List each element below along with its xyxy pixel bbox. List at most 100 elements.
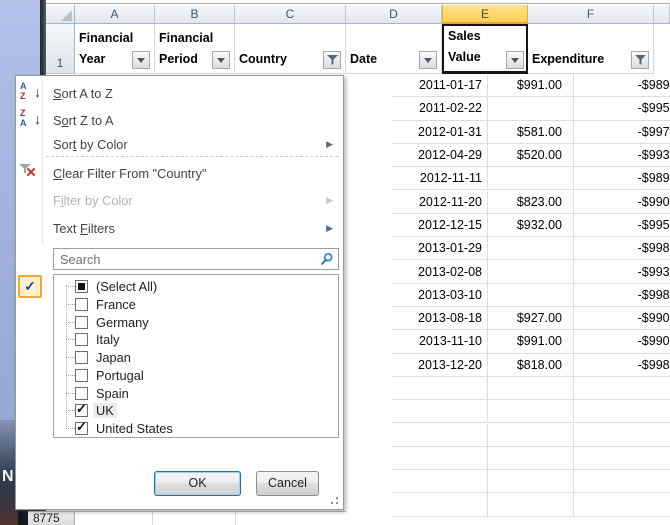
column-header-A[interactable]: A [75,5,155,24]
cell-F19[interactable] [574,470,670,492]
header-cell-E1[interactable]: Sales Value [442,24,528,74]
row-header-1[interactable]: 1 [46,24,75,74]
cell-D15[interactable] [392,376,488,400]
cell-E12[interactable]: $927.00 [488,307,574,330]
search-input[interactable] [58,250,308,268]
select-all-corner[interactable] [46,5,75,24]
filter-value-germany[interactable]: Germany [54,313,338,331]
cell-F3[interactable]: -$995.00 [574,97,670,119]
cell-D9[interactable]: 2013-01-29 [392,237,488,260]
cell-F6[interactable]: -$989.00 [574,167,670,189]
cell-F9[interactable]: -$998.00 [574,237,670,259]
cell-F4[interactable]: -$997.00 [574,121,670,143]
filter-dropdown-button-A[interactable] [132,51,150,69]
cell-E3[interactable] [488,97,574,120]
menu-item-sort-a-to-z[interactable]: A Z ↓ Sort A to Z [16,81,343,105]
column-header-B[interactable]: B [155,5,235,24]
cell-D8[interactable]: 2012-12-15 [392,213,488,237]
menu-item-sort-z-to-a[interactable]: Z A ↓ Sort Z to A [16,108,343,132]
filter-value-italy[interactable]: Italy [54,331,338,349]
cell-F18[interactable] [574,447,670,469]
cell-D18[interactable] [392,446,488,470]
cell-D20[interactable] [392,493,488,516]
cell-F14[interactable]: -$998.00 [574,354,670,376]
cell-E6[interactable] [488,167,574,190]
cell-D13[interactable]: 2013-11-10 [392,330,488,353]
filter-dropdown-button-B[interactable] [212,51,230,69]
cell-D16[interactable] [392,400,488,423]
cell-F13[interactable]: -$990.00 [574,330,670,352]
search-icon[interactable] [320,252,334,267]
resize-grip[interactable] [330,497,340,506]
cell-F16[interactable] [574,400,670,422]
cell-D2[interactable]: 2011-01-17 [392,74,488,97]
filter-value-united-states[interactable]: ✓ United States [54,418,338,437]
menu-item-text-filters[interactable]: Text Filters ▶ [16,216,343,240]
checkbox-unchecked[interactable] [75,315,88,329]
checkbox-unchecked[interactable] [75,298,88,312]
cell-F17[interactable] [574,424,670,446]
cell-E19[interactable] [488,470,574,493]
cell-E8[interactable]: $932.00 [488,213,574,237]
filter-value-spain[interactable]: Spain [54,384,338,402]
cell-E15[interactable] [488,376,574,400]
cell-D10[interactable]: 2013-02-08 [392,260,488,283]
cell-D6[interactable]: 2012-11-11 [392,167,488,190]
checkbox-checked[interactable]: ✓ [75,401,88,418]
checkbox-filled[interactable] [75,280,88,294]
cell-D12[interactable]: 2013-08-18 [392,307,488,330]
filter-value-japan[interactable]: Japan [54,349,338,367]
filter-applied-button-F[interactable] [631,51,649,69]
header-cell-F1[interactable]: Expenditure [528,24,654,74]
checkbox-unchecked[interactable] [75,333,88,347]
header-cell-A1[interactable]: Financial Year [75,24,155,74]
menu-item-sort-by-color[interactable]: Sort by Color ▶ [16,132,343,156]
cell-F2[interactable]: -$989.00 [574,74,670,96]
cell-E14[interactable]: $818.00 [488,353,574,376]
cell-E10[interactable] [488,260,574,283]
cell-F8[interactable]: -$995.00 [574,214,670,236]
filter-dropdown-button-E[interactable] [506,51,524,69]
cell-D11[interactable]: 2013-03-10 [392,283,488,306]
cell-E18[interactable] [488,446,574,470]
checkbox-unchecked[interactable] [75,351,88,365]
cell-D17[interactable] [392,423,488,446]
cell-F10[interactable]: -$993.00 [574,260,670,282]
cell-E11[interactable] [488,283,574,306]
filter-applied-button-C[interactable] [323,51,341,69]
cell-F11[interactable]: -$998.00 [574,284,670,306]
column-header-G[interactable] [654,5,670,24]
cell-E17[interactable] [488,423,574,446]
cell-D4[interactable]: 2012-01-31 [392,120,488,143]
cell-E2[interactable]: $991.00 [488,74,574,97]
checkbox-unchecked[interactable] [75,368,88,382]
checkbox-checked[interactable]: ✓ [75,418,88,435]
cell-E13[interactable]: $991.00 [488,330,574,353]
cell-E7[interactable]: $823.00 [488,190,574,213]
cell-D7[interactable]: 2012-11-20 [392,190,488,213]
cancel-button[interactable]: Cancel [256,471,319,496]
cell-F12[interactable]: -$990.00 [574,307,670,329]
column-header-C[interactable]: C [235,5,346,24]
cell-E20[interactable] [488,493,574,516]
filter-value-portugal[interactable]: Portugal [54,367,338,385]
cell-E4[interactable]: $581.00 [488,120,574,143]
filter-value-uk[interactable]: ✓ UK [54,402,338,420]
menu-item-clear-filter[interactable]: Clear Filter From "Country" [16,161,343,185]
header-cell-C1[interactable]: Country [235,24,346,74]
cell-F5[interactable]: -$993.00 [574,144,670,166]
cell-E9[interactable] [488,237,574,260]
column-header-E[interactable]: E [442,5,528,24]
cell-F15[interactable] [574,377,670,399]
cell-F7[interactable]: -$990.00 [574,191,670,213]
cell-D3[interactable]: 2011-02-22 [392,97,488,120]
cell-D19[interactable] [392,470,488,493]
checkbox-unchecked[interactable] [75,386,88,400]
check-toolbar-button[interactable]: ✓ [18,275,42,298]
filter-dropdown-button-D[interactable] [419,51,437,69]
filter-value-france[interactable]: France [54,296,338,314]
column-header-D[interactable]: D [346,5,442,24]
cell-E16[interactable] [488,400,574,423]
header-cell-D1[interactable]: Date [346,24,442,74]
cell-D5[interactable]: 2012-04-29 [392,143,488,167]
